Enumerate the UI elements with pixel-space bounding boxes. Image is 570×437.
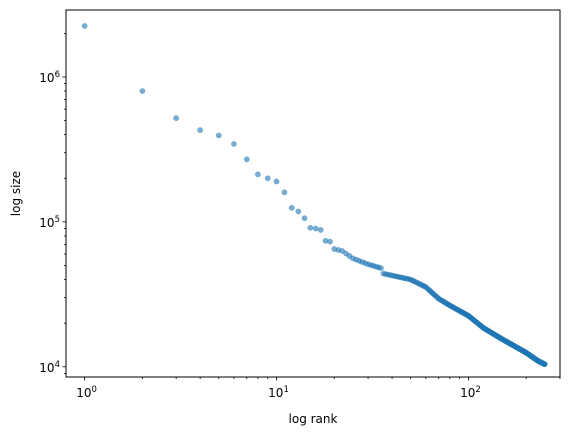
data-point xyxy=(81,23,88,29)
x-axis-ticks: 100 101 102 xyxy=(76,377,561,400)
plot-frame xyxy=(65,9,561,378)
y-tick-label: 105 xyxy=(39,215,60,230)
y-tick-label: 104 xyxy=(39,360,60,375)
data-point xyxy=(255,171,261,178)
data-point xyxy=(378,265,384,271)
data-point xyxy=(295,208,302,215)
data-point xyxy=(197,127,203,133)
data-point xyxy=(301,215,308,222)
data-point xyxy=(139,88,146,94)
data-point xyxy=(317,227,324,233)
x-axis-label: log rank xyxy=(289,412,338,426)
x-tick-label: 102 xyxy=(460,385,481,400)
data-point xyxy=(288,204,295,211)
data-point xyxy=(307,224,314,231)
data-point xyxy=(243,156,250,163)
data-point xyxy=(231,141,237,147)
data-point xyxy=(281,189,288,196)
data-point xyxy=(173,115,180,121)
y-axis-label: log size xyxy=(9,171,23,216)
data-point xyxy=(541,361,548,368)
data-point xyxy=(273,178,280,185)
data-point xyxy=(215,132,222,139)
data-point xyxy=(264,175,271,182)
x-tick-label: 101 xyxy=(268,385,289,400)
y-axis-ticks: 104 105 106 xyxy=(39,32,66,375)
x-tick-label: 100 xyxy=(76,385,97,400)
data-point xyxy=(327,238,333,245)
y-tick-label: 106 xyxy=(39,70,60,85)
data-point xyxy=(312,225,319,232)
data-points xyxy=(81,23,548,368)
